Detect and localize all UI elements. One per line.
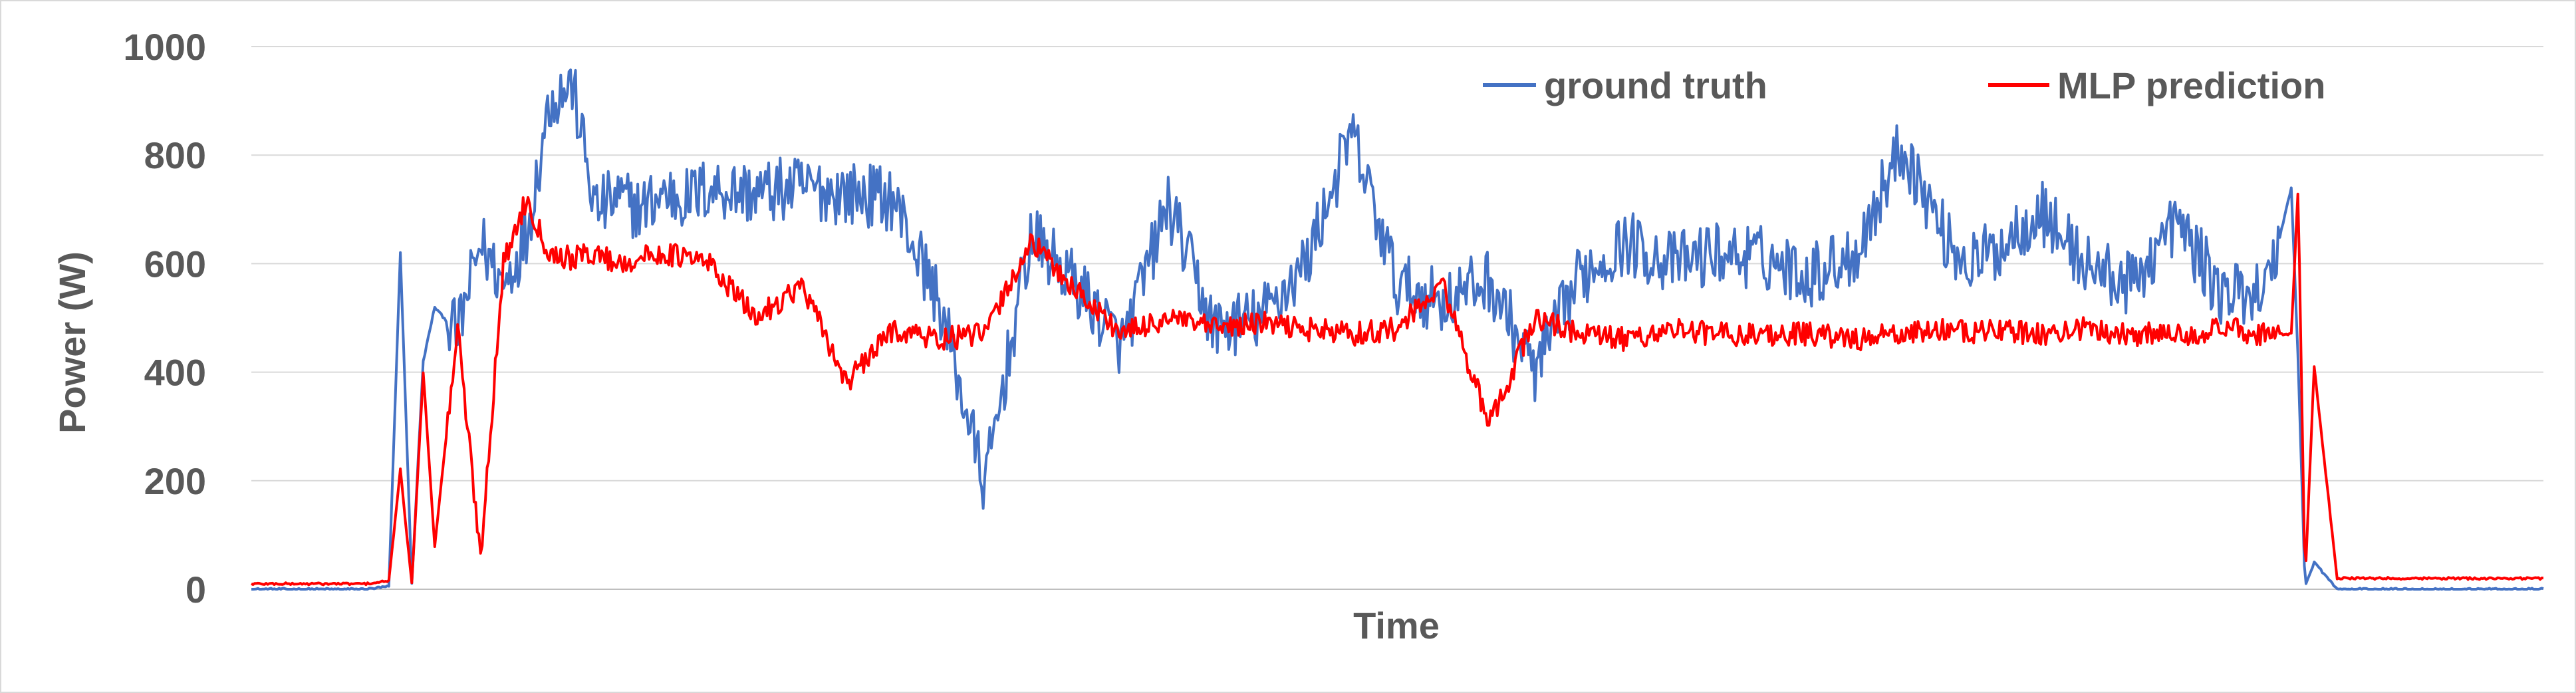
x-axis-title: Time — [1353, 605, 1440, 646]
gridlines — [251, 46, 2543, 590]
y-tick-labels: 0 200 400 600 800 1000 — [123, 26, 206, 611]
y-tick-label: 800 — [144, 134, 206, 176]
y-tick-label: 1000 — [123, 26, 206, 68]
series-lines — [251, 69, 2544, 591]
series-line-mlp-prediction — [251, 192, 2544, 587]
y-tick-label: 200 — [144, 460, 206, 502]
y-tick-label: 600 — [144, 243, 206, 285]
legend-label-mlp-prediction: MLP prediction — [2057, 65, 2325, 106]
series-line-ground-truth — [251, 69, 2544, 591]
legend-label-ground-truth: ground truth — [1544, 65, 1767, 106]
y-tick-label: 0 — [186, 569, 206, 611]
y-tick-label: 400 — [144, 352, 206, 394]
y-axis-title: Power (W) — [51, 251, 93, 434]
legend: ground truth MLP prediction — [1483, 65, 2325, 106]
